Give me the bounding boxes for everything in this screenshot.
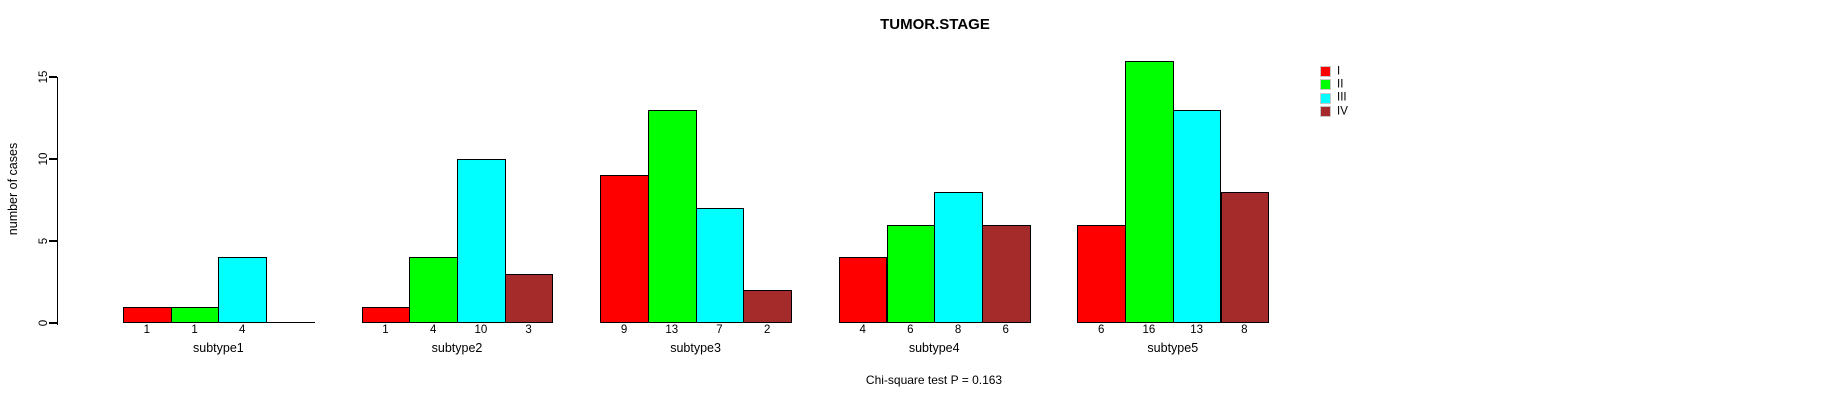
- bar-value-label: 6: [907, 324, 914, 336]
- bar-value-label: 13: [665, 324, 679, 336]
- bar-subtype2-stage-III: [457, 159, 506, 323]
- bar-value-label: 4: [429, 324, 437, 336]
- y-axis-tick-label: 5: [38, 237, 50, 245]
- bar-value-label: 6: [1098, 324, 1105, 336]
- bar-subtype1-stage-III: [218, 257, 268, 323]
- bar-subtype4-stage-III: [934, 191, 983, 323]
- bar-value-label: 6: [1002, 324, 1009, 336]
- category-label-subtype3: subtype3: [670, 341, 721, 355]
- bar-subtype2-stage-IV: [504, 273, 554, 323]
- y-axis-tick-label: 0: [38, 319, 50, 327]
- y-axis-label: number of cases: [6, 142, 20, 236]
- category-label-subtype5: subtype5: [1147, 341, 1199, 355]
- bar-value-label: 2: [763, 324, 771, 336]
- bar-subtype4-stage-IV: [981, 224, 1031, 323]
- legend-swatch-icon: [1320, 92, 1331, 104]
- bar-subtype1-stage-II: [170, 306, 220, 323]
- legend-item-label: I: [1337, 64, 1341, 77]
- bar-value-label: 4: [859, 324, 866, 336]
- legend-item-label: III: [1337, 91, 1347, 104]
- bar-value-label: 1: [143, 324, 151, 336]
- y-axis-tick: [48, 158, 57, 160]
- y-axis-line: [56, 77, 58, 325]
- bar-value-label: 1: [191, 324, 198, 336]
- bar-value-label: 13: [1190, 324, 1204, 336]
- category-label-subtype4: subtype4: [908, 341, 960, 355]
- bar-value-label: 7: [716, 324, 723, 336]
- y-axis-tick-label: 15: [38, 70, 50, 84]
- bar-subtype4-stage-II: [886, 224, 936, 323]
- legend-item-label: IV: [1337, 104, 1348, 117]
- legend-swatch-icon: [1320, 106, 1331, 118]
- chart-title: TUMOR.STAGE: [880, 16, 990, 33]
- bar-subtype2-stage-I: [361, 306, 411, 323]
- legend-swatch-icon: [1320, 79, 1331, 91]
- bar-subtype5-stage-I: [1077, 224, 1127, 323]
- bar-subtype1-stage-IV: [266, 321, 315, 323]
- bar-subtype3-stage-I: [600, 175, 649, 323]
- legend-swatch-icon: [1320, 66, 1331, 77]
- bar-subtype3-stage-IV: [743, 290, 792, 323]
- bar-value-label: 4: [239, 324, 246, 336]
- y-axis-tick: [48, 322, 57, 324]
- category-label-subtype1: subtype1: [193, 341, 244, 355]
- bar-subtype3-stage-II: [647, 109, 697, 323]
- bar-subtype4-stage-I: [838, 257, 888, 323]
- legend-item-label: II: [1337, 78, 1344, 91]
- bar-value-label: 9: [620, 324, 628, 336]
- bar-value-label: 8: [1241, 324, 1248, 336]
- category-label-subtype2: subtype2: [431, 341, 483, 355]
- y-axis-tick-label: 10: [38, 152, 50, 166]
- bar-value-label: 16: [1142, 324, 1156, 336]
- y-axis-tick: [48, 240, 57, 242]
- bar-subtype5-stage-IV: [1220, 191, 1270, 323]
- chart-annotation: Chi-square test P = 0.163: [865, 373, 1003, 387]
- bar-value-label: 10: [474, 324, 488, 336]
- bar-subtype2-stage-II: [409, 257, 458, 323]
- bar-value-label: 8: [954, 324, 962, 336]
- bar-subtype5-stage-II: [1125, 60, 1174, 323]
- bar-subtype1-stage-I: [123, 306, 172, 323]
- bar-value-label: 1: [382, 324, 389, 336]
- y-axis-tick: [48, 76, 57, 78]
- bar-subtype5-stage-III: [1172, 109, 1222, 323]
- bar-value-label: 3: [525, 324, 532, 336]
- bar-subtype3-stage-III: [695, 208, 745, 323]
